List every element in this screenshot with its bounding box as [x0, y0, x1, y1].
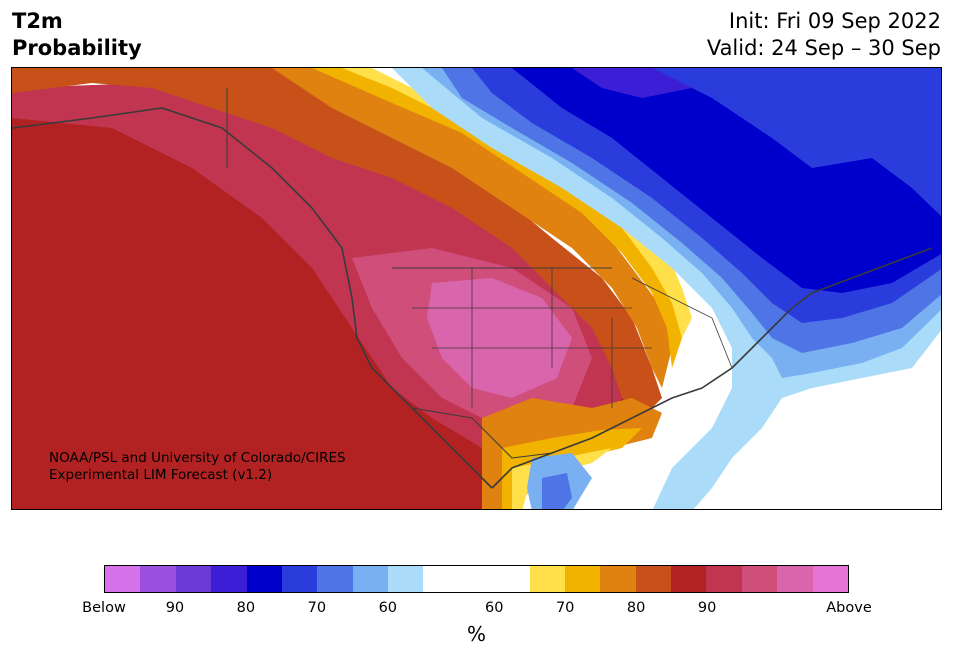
colorbar-tick-label: 60 [485, 600, 504, 616]
colorbar-segment [706, 566, 742, 592]
credit-text: NOAA/PSL and University of Colorado/CIRE… [49, 450, 346, 484]
colorbar-segment [211, 566, 247, 592]
colorbar-segment [175, 566, 212, 592]
colorbar-segment [281, 566, 318, 592]
forecast-dates: Init: Fri 09 Sep 2022 Valid: 24 Sep – 30… [707, 8, 941, 62]
colorbar-ticks: Below 90 80 70 60 60 70 80 90 Above [0, 600, 953, 620]
init-date: Init: Fri 09 Sep 2022 [728, 9, 941, 33]
colorbar-tick-label: 60 [378, 600, 398, 616]
cool-band-mexico-70 [542, 473, 572, 509]
colorbar-tick-label: Below [82, 600, 126, 616]
credit-line-2: Experimental LIM Forecast (v1.2) [49, 467, 273, 483]
atlantic-gulf-coastline [491, 247, 933, 489]
us-mexico-border [411, 407, 553, 459]
forecast-map [11, 67, 942, 510]
colorbar-segment [352, 566, 388, 592]
colorbar-segment [388, 566, 424, 592]
colorbar-unit: % [466, 622, 486, 646]
colorbar-tick-label: 90 [697, 600, 717, 616]
warm-band-gulf-65 [502, 428, 642, 509]
colorbar-segment [423, 566, 530, 592]
title-type: Probability [12, 36, 142, 60]
colorbar-tick-label: 70 [307, 600, 327, 616]
colorbar-segment [777, 566, 813, 592]
great-lakes-region [631, 277, 733, 369]
colorbar-tick-label: 90 [165, 600, 185, 616]
credit-line-1: NOAA/PSL and University of Colorado/CIRE… [49, 450, 346, 466]
title-variable: T2m [12, 9, 63, 33]
colorbar-segment [635, 566, 672, 592]
warm-band-75 [12, 68, 662, 418]
colorbar-segment [140, 566, 176, 592]
map-title: T2m Probability [12, 8, 142, 62]
colorbar-segment [564, 566, 601, 592]
state-borders [412, 268, 652, 408]
colorbar-segment [812, 566, 848, 592]
pacific-coastline [12, 107, 493, 489]
colorbar-segment [671, 566, 707, 592]
colorbar-tick-label: 70 [555, 600, 575, 616]
colorbar-segment [246, 566, 282, 592]
colorbar [104, 565, 849, 593]
colorbar-tick-label: Above [826, 600, 872, 616]
cool-band-85 [572, 68, 692, 98]
colorbar-segment [600, 566, 636, 592]
valid-range: Valid: 24 Sep – 30 Sep [706, 36, 941, 60]
map-canvas [12, 68, 941, 509]
colorbar-segment [105, 566, 141, 592]
colorbar-tick-label: 80 [626, 600, 646, 616]
cool-band-80 [512, 68, 941, 293]
colorbar-tick-label: 80 [236, 600, 256, 616]
colorbar-segment [741, 566, 778, 592]
colorbar-segment [317, 566, 353, 592]
colorbar-segment [529, 566, 565, 592]
